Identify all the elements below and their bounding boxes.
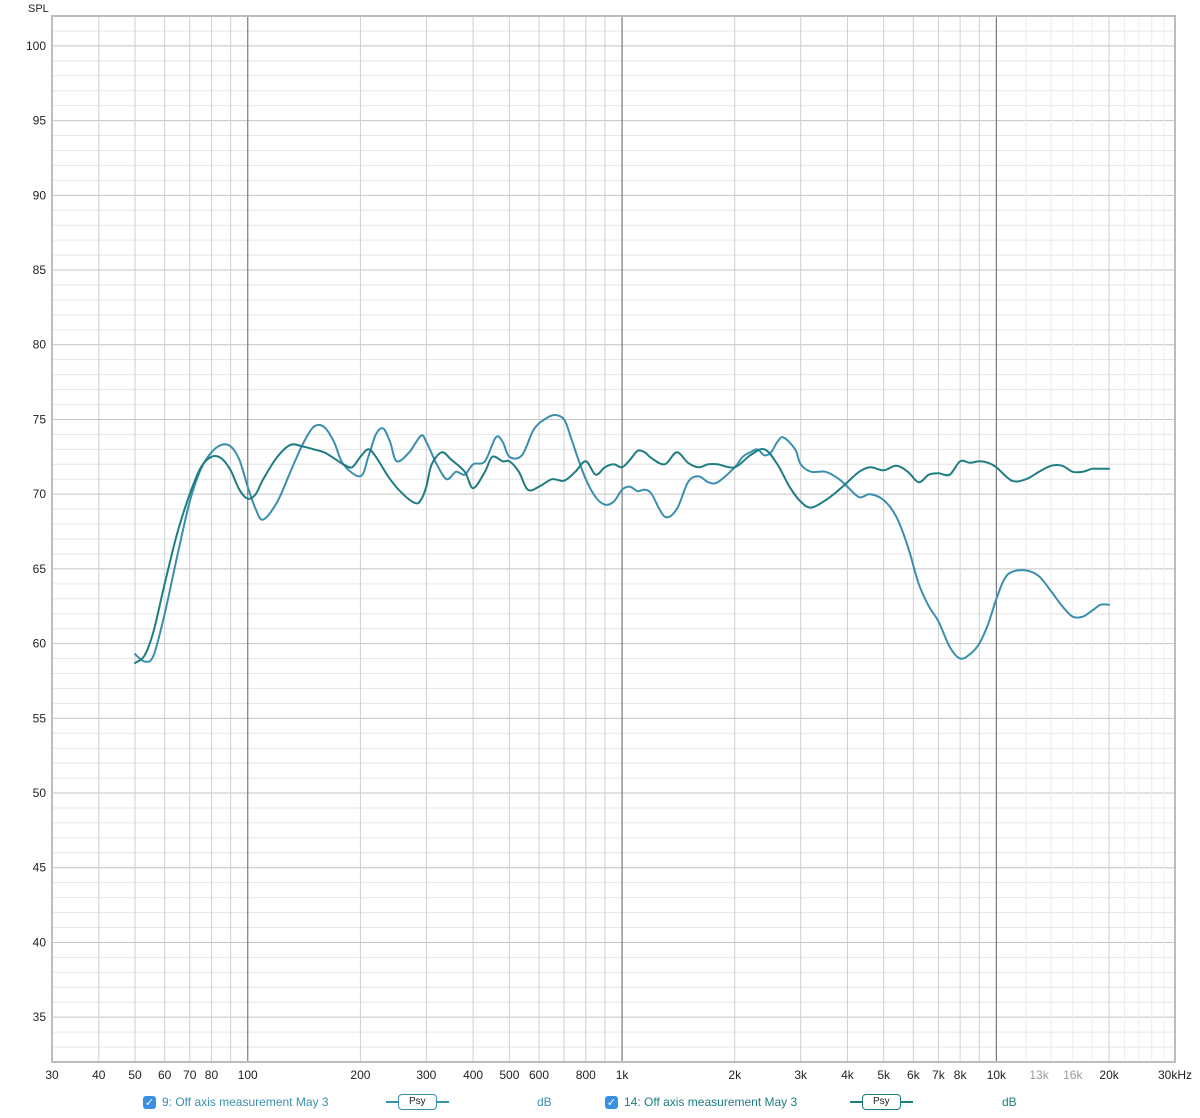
- x-tick-label: 500: [499, 1068, 519, 1082]
- x-tick-label: 7k: [932, 1068, 946, 1082]
- x-tick-label: 1k: [616, 1068, 630, 1082]
- y-tick-label: 35: [33, 1010, 47, 1024]
- x-tick-label: 300: [416, 1068, 436, 1082]
- x-tick-label: 13k: [1029, 1068, 1049, 1082]
- x-tick-label: 600: [529, 1068, 549, 1082]
- x-tick-label: 200: [350, 1068, 370, 1082]
- x-tick-label: 800: [576, 1068, 596, 1082]
- y-tick-label: 60: [33, 637, 47, 651]
- series-line-14: [134, 443, 1111, 664]
- y-tick-labels: 35 40 45 50 55 60 65 70 75 80 85 90 95 100: [26, 39, 46, 1024]
- psy-smoothing-button-9[interactable]: Psy: [386, 1094, 449, 1110]
- series-line-9: [134, 414, 1111, 663]
- y-tick-label: 80: [33, 338, 47, 352]
- x-tick-label: 50: [128, 1068, 142, 1082]
- legend-series-name: 14: Off axis measurement May 3: [624, 1095, 798, 1109]
- y-axis-label: SPL: [28, 3, 49, 15]
- x-tick-label: 5k: [877, 1068, 891, 1082]
- x-tick-label: 2k: [728, 1068, 742, 1082]
- grid-lines: [51, 15, 1176, 1063]
- y-tick-label: 50: [33, 786, 47, 800]
- series-lines: [134, 414, 1111, 664]
- x-tick-label: 10k: [987, 1068, 1007, 1082]
- x-tick-label: 4k: [841, 1068, 855, 1082]
- x-tick-label: 60: [158, 1068, 172, 1082]
- y-tick-label: 55: [33, 711, 47, 725]
- legend-item-14[interactable]: ✓ 14: Off axis measurement May 3: [605, 1092, 797, 1112]
- x-tick-label: 30kHz: [1158, 1068, 1192, 1082]
- y-tick-label: 40: [33, 935, 47, 949]
- x-tick-label: 400: [463, 1068, 483, 1082]
- y-tick-label: 65: [33, 562, 47, 576]
- x-tick-labels: 30 40 50 60 70 80 100 200 300 400 500 600 800 1k 2k 3k 4…: [45, 1068, 1192, 1082]
- y-tick-label: 85: [33, 263, 47, 277]
- x-tick-label: 40: [92, 1068, 106, 1082]
- x-tick-label: 70: [183, 1068, 197, 1082]
- psy-smoothing-button-14[interactable]: Psy: [850, 1094, 913, 1110]
- x-tick-label: 30: [45, 1068, 59, 1082]
- y-tick-label: 100: [26, 39, 46, 53]
- psy-label: Psy: [398, 1094, 437, 1110]
- x-tick-label: 80: [205, 1068, 219, 1082]
- legend-series-name: 9: Off axis measurement May 3: [162, 1095, 329, 1109]
- y-tick-label: 45: [33, 861, 47, 875]
- x-tick-label: 6k: [907, 1068, 921, 1082]
- x-tick-label: 3k: [794, 1068, 808, 1082]
- psy-label: Psy: [862, 1094, 901, 1110]
- plot-border: [51, 15, 1176, 1063]
- frequency-response-chart: 35 40 45 50 55 60 65 70 75 80 85 90 95 100 30 40 50 60 70…: [26, 3, 1192, 1082]
- legend-item-9[interactable]: ✓ 9: Off axis measurement May 3: [143, 1092, 329, 1112]
- unit-label-9: dB: [537, 1095, 552, 1109]
- x-tick-label: 20k: [1099, 1068, 1119, 1082]
- unit-label-14: dB: [1002, 1095, 1017, 1109]
- checkbox-series-9[interactable]: ✓: [143, 1095, 156, 1109]
- checkbox-series-14[interactable]: ✓: [605, 1095, 618, 1109]
- x-tick-label: 100: [238, 1068, 258, 1082]
- x-tick-label: 8k: [954, 1068, 968, 1082]
- y-tick-label: 90: [33, 188, 47, 202]
- y-tick-label: 70: [33, 487, 47, 501]
- x-tick-label: 16k: [1063, 1068, 1083, 1082]
- y-tick-label: 75: [33, 412, 47, 426]
- y-tick-label: 95: [33, 114, 47, 128]
